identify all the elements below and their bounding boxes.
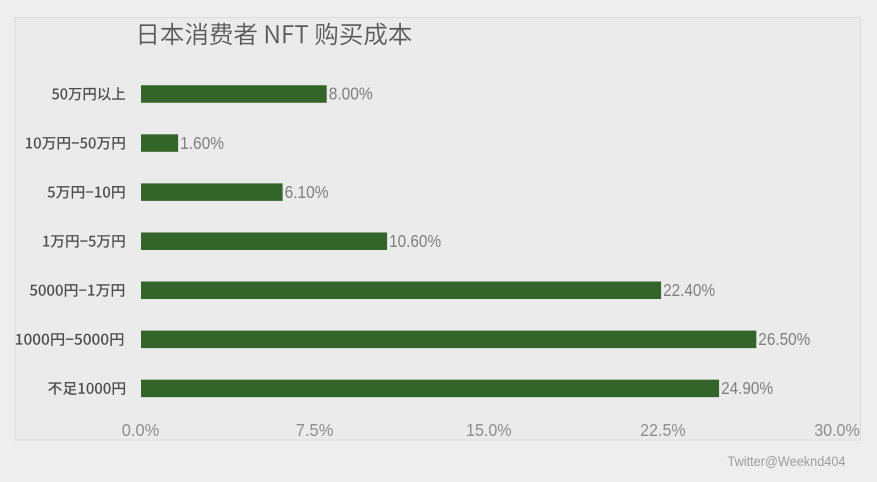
svg-text:1.60%: 1.60%	[180, 133, 224, 153]
svg-text:8.00%: 8.00%	[329, 84, 373, 104]
svg-text:15.0%: 15.0%	[466, 420, 512, 440]
svg-text:6.10%: 6.10%	[285, 182, 329, 202]
svg-text:30.0%: 30.0%	[814, 420, 860, 440]
svg-text:24.90%: 24.90%	[721, 378, 773, 398]
svg-text:26.50%: 26.50%	[758, 329, 810, 349]
svg-text:22.40%: 22.40%	[663, 280, 715, 300]
svg-text:22.5%: 22.5%	[640, 420, 686, 440]
svg-text:0.0%: 0.0%	[122, 420, 160, 440]
svg-text:7.5%: 7.5%	[296, 420, 334, 440]
svg-text:10.60%: 10.60%	[389, 231, 441, 251]
svg-text:Twitter@Weeknd404: Twitter@Weeknd404	[728, 453, 846, 469]
